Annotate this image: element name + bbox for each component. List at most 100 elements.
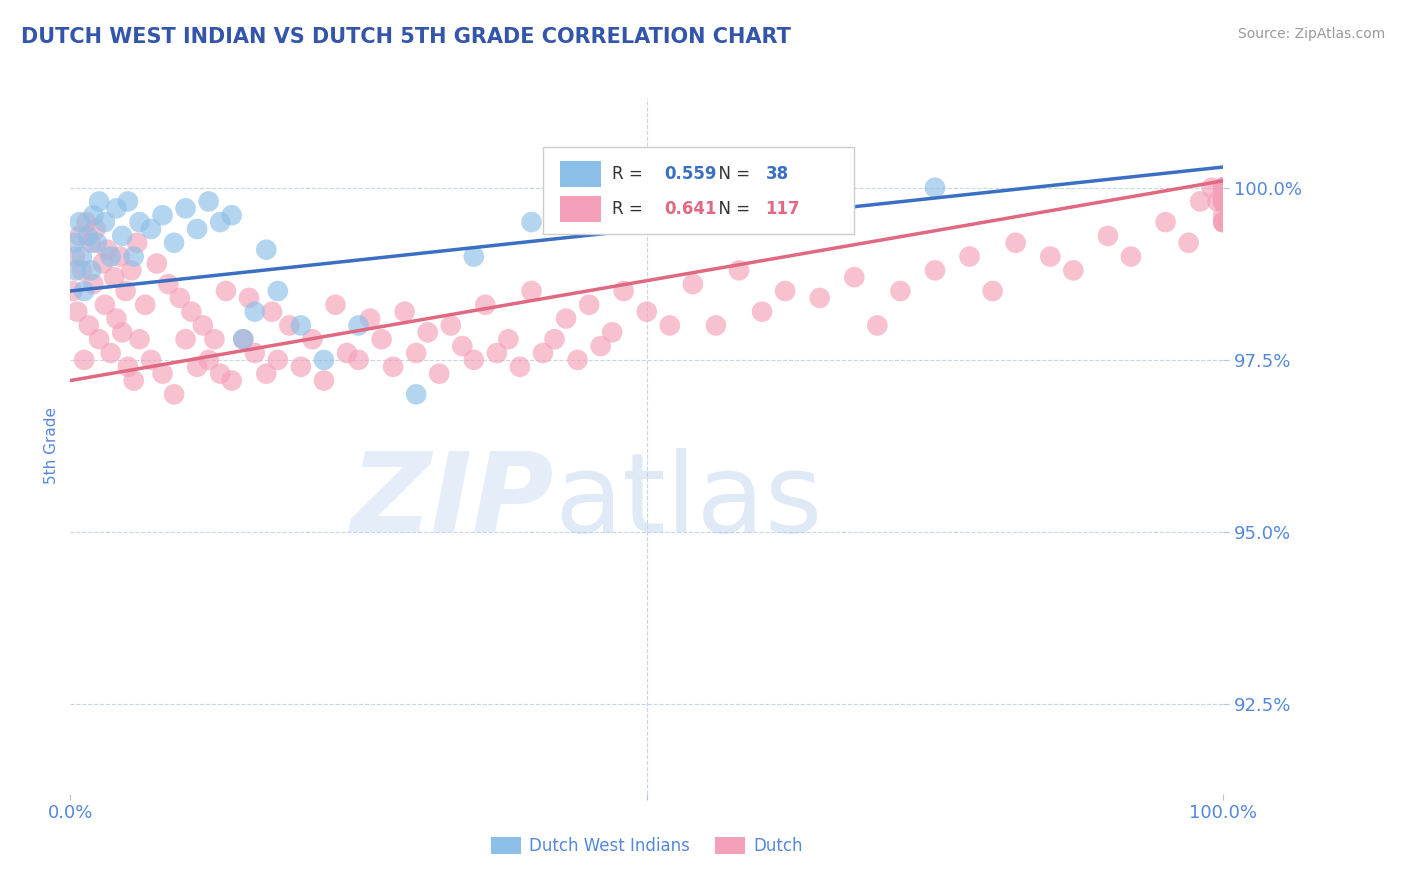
- Point: [959, 250, 981, 264]
- Point: [152, 367, 174, 381]
- Point: [924, 180, 946, 194]
- Point: [382, 359, 405, 374]
- Text: 38: 38: [765, 165, 789, 183]
- Point: [111, 326, 134, 340]
- Point: [62, 284, 84, 298]
- Point: [1154, 215, 1177, 229]
- Point: [440, 318, 463, 333]
- Point: [1212, 215, 1234, 229]
- Point: [347, 318, 370, 333]
- Text: DUTCH WEST INDIAN VS DUTCH 5TH GRADE CORRELATION CHART: DUTCH WEST INDIAN VS DUTCH 5TH GRADE COR…: [21, 27, 792, 46]
- Point: [69, 228, 91, 243]
- Point: [1189, 194, 1212, 209]
- Point: [120, 263, 142, 277]
- Point: [209, 367, 232, 381]
- Point: [1212, 208, 1234, 222]
- Text: N =: N =: [707, 200, 755, 218]
- Point: [578, 298, 600, 312]
- Point: [122, 250, 145, 264]
- Point: [394, 304, 416, 318]
- Point: [325, 298, 347, 312]
- Point: [174, 202, 197, 216]
- Point: [197, 194, 219, 209]
- Text: atlas: atlas: [554, 448, 823, 555]
- Point: [290, 359, 312, 374]
- Point: [427, 367, 450, 381]
- Point: [157, 277, 180, 292]
- Point: [301, 332, 323, 346]
- Point: [405, 387, 427, 401]
- Point: [254, 243, 277, 257]
- Point: [163, 387, 186, 401]
- Point: [808, 291, 831, 305]
- Point: [405, 346, 427, 360]
- Point: [463, 352, 485, 367]
- Point: [463, 250, 485, 264]
- Point: [613, 284, 636, 298]
- Point: [73, 352, 96, 367]
- Point: [84, 222, 107, 236]
- Point: [658, 318, 681, 333]
- Point: [111, 228, 134, 243]
- Point: [76, 228, 98, 243]
- Bar: [561, 161, 600, 187]
- Point: [1039, 250, 1062, 264]
- Point: [844, 270, 866, 285]
- Point: [1212, 194, 1234, 209]
- Point: [63, 250, 86, 264]
- Point: [243, 304, 266, 318]
- Y-axis label: 5th Grade: 5th Grade: [44, 408, 59, 484]
- Point: [82, 208, 104, 222]
- Point: [866, 318, 889, 333]
- Point: [96, 243, 118, 257]
- Legend: Dutch West Indians, Dutch: Dutch West Indians, Dutch: [484, 830, 810, 862]
- Point: [773, 284, 796, 298]
- Point: [73, 284, 96, 298]
- Text: 0.559: 0.559: [664, 165, 717, 183]
- Point: [65, 263, 87, 277]
- Point: [567, 352, 589, 367]
- Point: [209, 215, 232, 229]
- Point: [186, 222, 208, 236]
- Point: [600, 326, 623, 340]
- Point: [174, 332, 197, 346]
- Text: ZIP: ZIP: [352, 448, 554, 555]
- Point: [451, 339, 474, 353]
- Point: [1212, 180, 1234, 194]
- Point: [1097, 228, 1119, 243]
- Point: [80, 263, 103, 277]
- Point: [704, 318, 727, 333]
- Point: [1212, 194, 1234, 209]
- Point: [370, 332, 392, 346]
- Text: 0.641: 0.641: [664, 200, 717, 218]
- Point: [152, 208, 174, 222]
- Point: [1062, 263, 1084, 277]
- Point: [122, 374, 145, 388]
- Point: [1212, 215, 1234, 229]
- Text: 117: 117: [765, 200, 800, 218]
- Point: [751, 180, 773, 194]
- Text: R =: R =: [612, 200, 648, 218]
- Point: [114, 284, 136, 298]
- Point: [924, 263, 946, 277]
- Point: [1004, 235, 1026, 250]
- Point: [728, 263, 751, 277]
- Point: [1212, 194, 1234, 209]
- Point: [1177, 235, 1199, 250]
- Point: [128, 332, 150, 346]
- Point: [232, 332, 254, 346]
- Point: [889, 284, 911, 298]
- Point: [485, 346, 508, 360]
- Point: [267, 352, 290, 367]
- Point: [520, 215, 543, 229]
- Point: [359, 311, 381, 326]
- Point: [1212, 180, 1234, 194]
- Point: [69, 215, 91, 229]
- Point: [180, 304, 202, 318]
- Text: N =: N =: [707, 165, 755, 183]
- Point: [254, 367, 277, 381]
- Point: [215, 284, 238, 298]
- Point: [163, 235, 186, 250]
- Point: [105, 202, 128, 216]
- Point: [636, 194, 658, 209]
